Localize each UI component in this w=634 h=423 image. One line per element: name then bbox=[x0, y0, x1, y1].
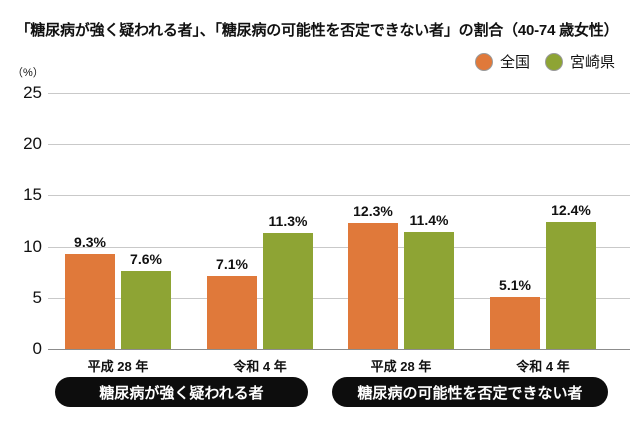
bar-value-label: 7.6% bbox=[130, 251, 162, 268]
y-tick-label: 10 bbox=[23, 236, 42, 256]
bar-miyazaki bbox=[546, 222, 596, 349]
x-category-label: 令和 4 年 bbox=[516, 359, 570, 374]
y-axis-unit-label: （%） bbox=[12, 67, 44, 79]
y-tick-label: 0 bbox=[32, 339, 42, 358]
legend-item-miyazaki: 宮崎県 bbox=[544, 51, 615, 72]
bar-zenkoku bbox=[490, 296, 540, 349]
bar-miyazaki bbox=[404, 232, 454, 349]
plot-area: 9.3% 7.6% 7.1% 11.3% 12.3% 11.4% 5.1% 12.4% bbox=[48, 93, 630, 350]
bar-value-label: 12.4% bbox=[551, 202, 591, 219]
gridline bbox=[48, 246, 630, 248]
legend-item-zenkoku: 全国 bbox=[474, 51, 530, 72]
x-category-label: 平成 28 年 bbox=[370, 359, 432, 374]
bar-value-label: 9.3% bbox=[74, 233, 106, 250]
bar-zenkoku bbox=[65, 253, 115, 349]
y-tick-label: 5 bbox=[32, 287, 42, 307]
bar-value-label: 5.1% bbox=[499, 276, 531, 293]
bar-value-label: 11.3% bbox=[268, 213, 308, 230]
section-label-right: 糖尿病の可能性を否定できない者 bbox=[332, 377, 608, 407]
chart-title: 「糖尿病が強く疑われる者」、「糖尿病の可能性を否定できない者」の割合（40-74… bbox=[15, 22, 619, 39]
x-axis-line bbox=[48, 349, 630, 350]
gridline bbox=[48, 93, 630, 94]
bar-value-label: 11.4% bbox=[409, 212, 449, 229]
bar-miyazaki bbox=[263, 233, 313, 349]
zenkoku-swatch-icon bbox=[474, 52, 493, 71]
bar-value-label: 7.1% bbox=[216, 256, 248, 273]
y-tick-label: 20 bbox=[23, 134, 42, 154]
legend: 全国 宮崎県 bbox=[474, 51, 615, 72]
miyazaki-swatch-icon bbox=[544, 52, 563, 71]
gridline bbox=[48, 195, 630, 197]
x-category-label: 平成 28 年 bbox=[87, 359, 149, 374]
bar-zenkoku bbox=[348, 223, 398, 349]
section-label-left: 糖尿病が強く疑われる者 bbox=[55, 377, 308, 407]
legend-label-zenkoku: 全国 bbox=[499, 54, 530, 71]
y-tick-label: 15 bbox=[23, 185, 42, 205]
bar-zenkoku bbox=[207, 276, 257, 349]
gridline bbox=[48, 297, 630, 299]
bar-miyazaki bbox=[121, 271, 171, 349]
legend-label-miyazaki: 宮崎県 bbox=[569, 54, 615, 71]
y-tick-label: 25 bbox=[23, 83, 42, 102]
bar-value-label: 12.3% bbox=[353, 203, 393, 220]
x-category-label: 令和 4 年 bbox=[233, 359, 287, 374]
gridline bbox=[48, 144, 630, 146]
